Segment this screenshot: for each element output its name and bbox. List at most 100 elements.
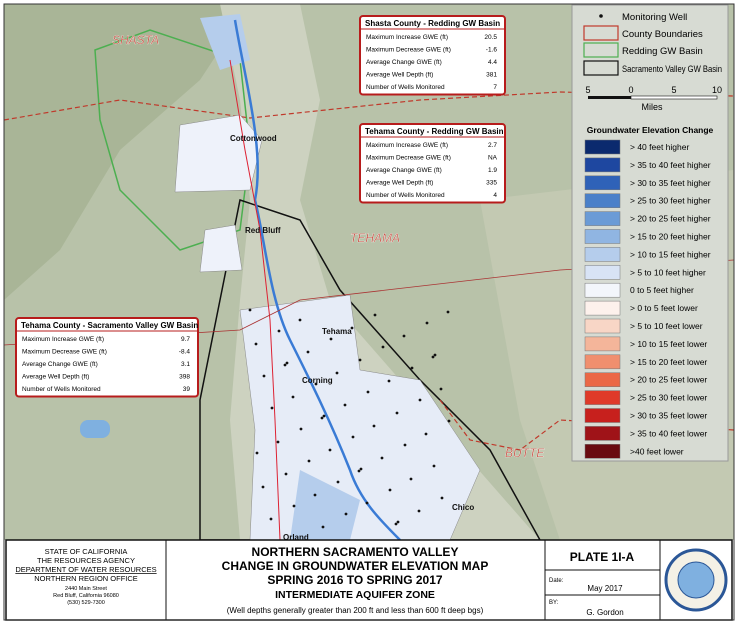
monitoring-well xyxy=(307,459,311,463)
info-box xyxy=(15,317,199,398)
info-title: Shasta County - Redding GW Basin xyxy=(365,19,500,28)
monitoring-well xyxy=(381,345,385,349)
monitoring-well xyxy=(350,326,354,330)
map-title: INTERMEDIATE AQUIFER ZONE xyxy=(275,589,435,601)
info-box xyxy=(359,123,506,204)
legend-class-swatch xyxy=(584,247,621,262)
monitoring-well xyxy=(276,440,280,444)
info-value: 335 xyxy=(486,180,497,187)
monitoring-well xyxy=(269,517,273,521)
monitoring-well xyxy=(425,321,429,325)
legend-class-swatch xyxy=(584,444,621,459)
legend-class-swatch xyxy=(584,372,621,387)
legend-class-label: > 25 to 30 feet higher xyxy=(630,196,711,206)
info-label: Maximum Decrease GWE (ft) xyxy=(366,155,451,162)
legend-class-label: > 40 feet higher xyxy=(630,142,689,152)
monitoring-well xyxy=(306,350,310,354)
legend-swatch xyxy=(583,60,619,76)
agency-line: Red Bluff, California 96080 xyxy=(53,593,119,599)
scale-tick: 5 xyxy=(671,85,676,95)
info-label: Maximum Increase GWE (ft) xyxy=(366,142,448,149)
monitoring-well xyxy=(277,329,281,333)
lake xyxy=(80,420,110,438)
monitoring-well xyxy=(410,366,414,370)
monitoring-well xyxy=(320,416,324,420)
legend-class-label: > 30 to 35 feet lower xyxy=(630,411,707,421)
monitoring-well xyxy=(283,363,287,367)
info-label: Maximum Increase GWE (ft) xyxy=(22,336,104,343)
info-title: Tehama County - Sacramento Valley GW Bas… xyxy=(21,321,198,330)
change-zone xyxy=(290,470,360,540)
legend-label: Redding GW Basin xyxy=(622,46,703,57)
info-value: 4.4 xyxy=(488,59,497,66)
scale-bar xyxy=(630,95,718,100)
highway xyxy=(229,59,281,541)
info-value: NA xyxy=(488,155,498,162)
legend-class-swatch xyxy=(584,300,621,316)
info-value: 39 xyxy=(183,386,191,393)
legend-swatch xyxy=(583,42,619,58)
monitoring-well xyxy=(292,504,296,508)
monitoring-well xyxy=(270,406,274,410)
city-label: Tehama xyxy=(322,327,352,336)
legend-class-label: > 5 to 10 feet higher xyxy=(630,267,706,277)
legend-class-label: > 15 to 20 feet lower xyxy=(630,357,707,367)
monitoring-well xyxy=(359,467,363,471)
change-zone xyxy=(199,224,243,273)
monitoring-well xyxy=(335,371,339,375)
date-label: Date: xyxy=(549,578,564,584)
monitoring-well xyxy=(357,469,361,473)
legend-class-label: > 20 to 25 feet higher xyxy=(630,214,711,224)
legend-class-swatch xyxy=(584,139,621,155)
city-label: Corning xyxy=(302,376,333,385)
monitoring-well xyxy=(387,379,391,383)
frame xyxy=(3,3,735,621)
legend-label: Sacramento Valley GW Basin xyxy=(622,64,722,75)
monitoring-well xyxy=(373,313,377,317)
scale-tick: 0 xyxy=(628,85,633,95)
info-box xyxy=(359,15,506,96)
info-label: Number of Wells Monitored xyxy=(366,192,445,199)
monitoring-well xyxy=(299,427,303,431)
date-value: May 2017 xyxy=(587,584,623,593)
info-value: -1.6 xyxy=(486,47,498,54)
monitoring-well xyxy=(372,424,376,428)
info-label: Average Well Depth (ft) xyxy=(22,374,89,381)
sacramento-basin xyxy=(199,199,542,541)
monitoring-well xyxy=(314,382,318,386)
monitoring-well xyxy=(336,480,340,484)
county-line xyxy=(3,91,735,121)
monitoring-well xyxy=(402,334,406,338)
legend-class-label: > 20 to 25 feet lower xyxy=(630,375,707,385)
monitoring-well xyxy=(396,520,400,524)
monitoring-well xyxy=(254,342,258,346)
title-block xyxy=(5,539,733,621)
legend-class-swatch xyxy=(584,211,621,226)
monitoring-well xyxy=(403,443,407,447)
info-value: 398 xyxy=(179,374,190,381)
info-value: 2.7 xyxy=(488,142,497,149)
info-label: Number of Wells Monitored xyxy=(366,84,445,91)
info-value: 3.1 xyxy=(181,361,190,368)
info-label: Average Change GWE (ft) xyxy=(22,361,98,368)
monitoring-well xyxy=(395,411,399,415)
change-zone xyxy=(174,114,263,193)
monitoring-well xyxy=(409,477,413,481)
legend-class-swatch xyxy=(584,157,621,173)
monitoring-well xyxy=(417,509,421,513)
map-title: NORTHERN SACRAMENTO VALLEY xyxy=(252,545,459,559)
legend-class-label: > 25 to 30 feet lower xyxy=(630,393,707,403)
monitoring-well xyxy=(447,419,451,423)
agency-line: DEPARTMENT OF WATER RESOURCES xyxy=(15,565,156,574)
info-value: 7 xyxy=(493,84,497,91)
map-note: (Well depths generally greater than 200 … xyxy=(227,606,484,615)
info-label: Average Change GWE (ft) xyxy=(366,167,442,174)
monitoring-well xyxy=(291,395,295,399)
monitoring-well xyxy=(351,435,355,439)
legend-well xyxy=(599,14,603,18)
info-value: 1.9 xyxy=(488,167,497,174)
legend-class-label: > 10 to 15 feet lower xyxy=(630,339,707,349)
monitoring-well xyxy=(380,456,384,460)
info-label: Maximum Increase GWE (ft) xyxy=(366,34,448,41)
